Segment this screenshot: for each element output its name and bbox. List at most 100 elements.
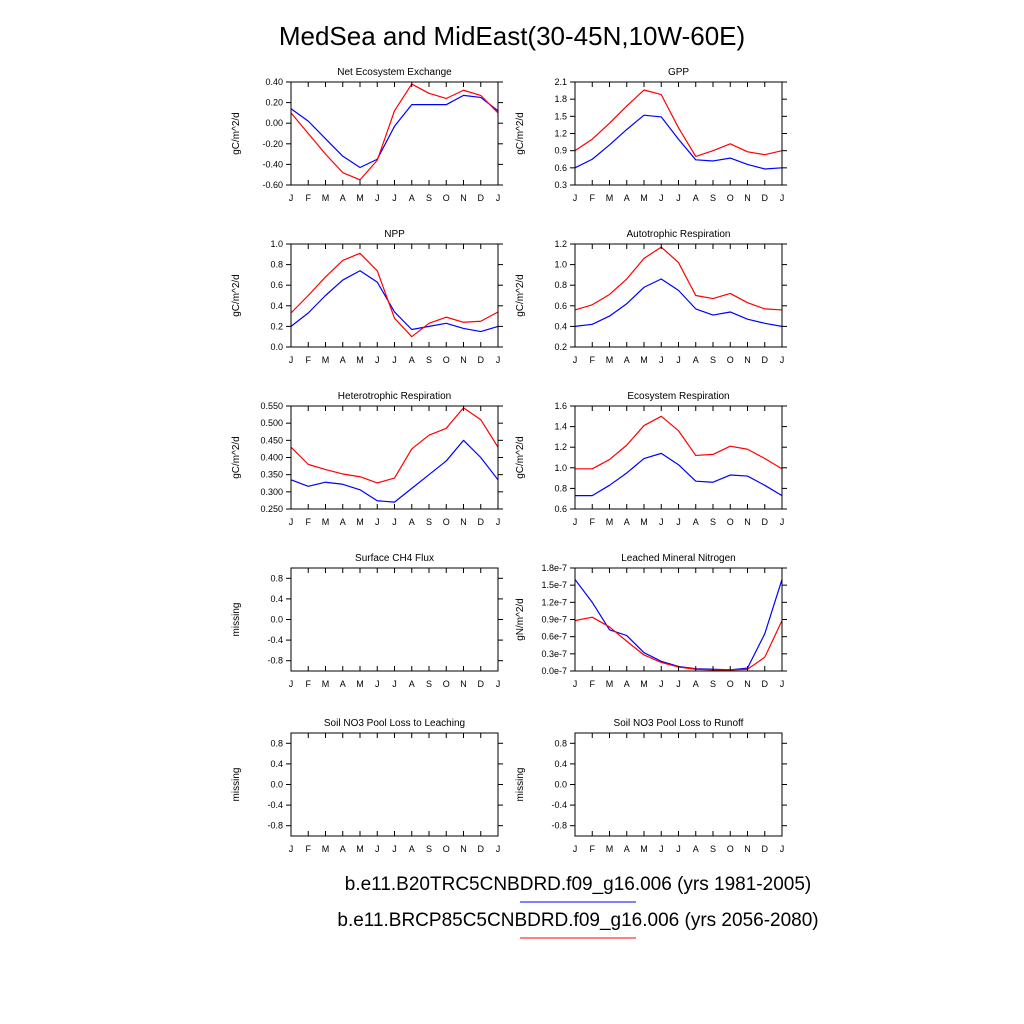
y-tick-label: 0.6 <box>554 163 567 173</box>
y-axis-label-soil-no3-pool-loss-to-runoff: missing <box>515 768 526 802</box>
y-tick-label: 0.9e-7 <box>541 615 567 625</box>
y-tick-label: 1.8e-7 <box>541 563 567 573</box>
x-tick-label: M <box>356 355 364 365</box>
y-tick-label: -0.4 <box>267 800 283 810</box>
x-tick-label: O <box>727 844 734 854</box>
x-tick-label: O <box>727 193 734 203</box>
y-tick-label: 0.550 <box>260 401 283 411</box>
x-tick-label: A <box>409 193 415 203</box>
x-tick-label: J <box>289 844 294 854</box>
y-tick-label: 0.2 <box>270 321 283 331</box>
legend: b.e11.B20TRC5CNBDRD.f09_g16.006 (yrs 198… <box>337 874 819 939</box>
x-tick-label: J <box>780 679 785 689</box>
x-tick-label: J <box>659 193 664 203</box>
x-tick-label: N <box>460 517 467 527</box>
y-tick-label: 0.6 <box>270 280 283 290</box>
y-tick-label: -0.4 <box>267 635 283 645</box>
x-tick-label: O <box>443 193 450 203</box>
x-tick-label: A <box>693 844 699 854</box>
y-axis-label-heterotrophic-respiration: gC/m^2/d <box>231 436 242 479</box>
x-tick-label: M <box>640 679 648 689</box>
x-tick-label: S <box>426 517 432 527</box>
x-tick-label: O <box>443 679 450 689</box>
x-tick-label: D <box>762 193 769 203</box>
x-tick-label: M <box>322 517 330 527</box>
x-tick-label: O <box>727 679 734 689</box>
x-tick-label: J <box>496 193 501 203</box>
y-tick-label: 0.8 <box>270 260 283 270</box>
x-tick-label: A <box>409 517 415 527</box>
y-tick-label: 0.450 <box>260 435 283 445</box>
x-tick-label: N <box>460 193 467 203</box>
x-tick-label: J <box>676 193 681 203</box>
x-tick-label: J <box>780 355 785 365</box>
x-tick-label: S <box>710 844 716 854</box>
panel-title-soil-no3-pool-loss-to-leaching: Soil NO3 Pool Loss to Leaching <box>324 718 465 729</box>
y-tick-label: 0.8 <box>270 573 283 583</box>
x-tick-label: M <box>322 193 330 203</box>
panel-title-ecosystem-respiration: Ecosystem Respiration <box>627 391 729 402</box>
x-tick-label: D <box>478 193 485 203</box>
x-tick-label: A <box>624 355 630 365</box>
plot-frame-net-ecosystem-exchange <box>290 81 499 186</box>
x-tick-label: J <box>659 844 664 854</box>
x-tick-label: J <box>289 679 294 689</box>
x-tick-label: S <box>426 355 432 365</box>
x-tick-label: F <box>590 844 596 854</box>
plot-frame-leached-mineral-nitrogen <box>574 567 783 672</box>
x-tick-label: J <box>289 193 294 203</box>
y-tick-label: -0.20 <box>262 139 283 149</box>
y-tick-label: 1.6 <box>554 401 567 411</box>
x-tick-label: S <box>710 679 716 689</box>
y-tick-label: 0.500 <box>260 418 283 428</box>
y-tick-label: -0.8 <box>267 821 283 831</box>
x-tick-label: J <box>375 193 380 203</box>
x-tick-label: D <box>478 517 485 527</box>
x-tick-label: J <box>289 517 294 527</box>
x-tick-label: M <box>640 844 648 854</box>
legend-label-1: b.e11.B20TRC5CNBDRD.f09_g16.006 (yrs 198… <box>345 874 811 895</box>
x-tick-label: M <box>322 844 330 854</box>
x-tick-label: D <box>478 844 485 854</box>
x-tick-label: J <box>659 355 664 365</box>
y-axis-label-surface-ch4-flux: missing <box>231 603 242 637</box>
x-tick-label: O <box>443 355 450 365</box>
x-tick-label: A <box>693 193 699 203</box>
x-tick-label: A <box>624 679 630 689</box>
series-line-red-ecosystem-respiration <box>575 415 783 470</box>
plot-frame-autotrophic-respiration <box>574 243 783 348</box>
x-tick-label: A <box>340 517 346 527</box>
x-tick-label: F <box>590 679 596 689</box>
plot-frame-surface-ch4-flux <box>290 567 499 672</box>
x-tick-label: S <box>710 355 716 365</box>
x-tick-label: A <box>409 679 415 689</box>
y-tick-label: 0.0e-7 <box>541 666 567 676</box>
x-tick-label: M <box>640 193 648 203</box>
y-tick-label: 0.4 <box>554 759 567 769</box>
panel-title-soil-no3-pool-loss-to-runoff: Soil NO3 Pool Loss to Runoff <box>614 718 744 729</box>
y-tick-label: 0.00 <box>265 118 283 128</box>
x-tick-label: M <box>322 679 330 689</box>
y-tick-label: 0.4 <box>270 759 283 769</box>
y-tick-label: 0.250 <box>260 504 283 514</box>
x-tick-label: A <box>340 355 346 365</box>
x-tick-label: S <box>426 193 432 203</box>
y-axis-label-gpp: gC/m^2/d <box>515 112 526 155</box>
x-tick-label: J <box>780 517 785 527</box>
x-tick-label: A <box>340 844 346 854</box>
x-tick-label: J <box>573 844 578 854</box>
x-tick-label: J <box>573 679 578 689</box>
x-tick-label: J <box>375 355 380 365</box>
x-tick-label: F <box>306 517 312 527</box>
y-tick-label: 1.2 <box>554 442 567 452</box>
y-tick-label: 0.350 <box>260 470 283 480</box>
x-tick-label: J <box>676 679 681 689</box>
plot-frame-ecosystem-respiration <box>574 405 783 510</box>
x-tick-label: A <box>409 844 415 854</box>
plot-frame-heterotrophic-respiration <box>290 405 499 510</box>
panel-title-autotrophic-respiration: Autotrophic Respiration <box>627 229 731 240</box>
